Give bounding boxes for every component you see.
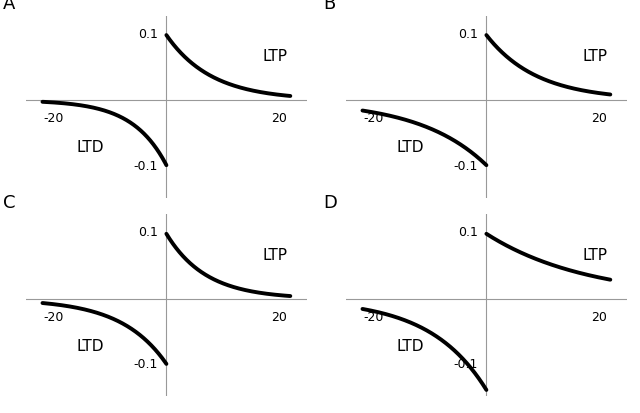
Text: -0.1: -0.1 (454, 358, 478, 370)
Text: LTP: LTP (582, 49, 607, 64)
Text: D: D (323, 193, 337, 211)
Text: -20: -20 (364, 310, 384, 323)
Text: LTP: LTP (262, 247, 287, 262)
Text: LTP: LTP (262, 49, 287, 64)
Text: 0.1: 0.1 (458, 28, 478, 40)
Text: LTD: LTD (76, 338, 104, 353)
Text: -0.1: -0.1 (454, 159, 478, 172)
Text: LTP: LTP (582, 247, 607, 262)
Text: A: A (3, 0, 15, 13)
Text: -20: -20 (44, 310, 64, 323)
Text: C: C (3, 193, 15, 211)
Text: 20: 20 (271, 112, 287, 125)
Text: -0.1: -0.1 (134, 358, 158, 370)
Text: 0.1: 0.1 (138, 28, 158, 40)
Text: 20: 20 (271, 310, 287, 323)
Text: B: B (323, 0, 335, 13)
Text: -20: -20 (364, 112, 384, 125)
Text: LTD: LTD (396, 140, 424, 155)
Text: 0.1: 0.1 (138, 226, 158, 239)
Text: -0.1: -0.1 (134, 159, 158, 172)
Text: LTD: LTD (396, 338, 424, 353)
Text: 20: 20 (591, 112, 607, 125)
Text: 20: 20 (591, 310, 607, 323)
Text: 0.1: 0.1 (458, 226, 478, 239)
Text: -20: -20 (44, 112, 64, 125)
Text: LTD: LTD (76, 140, 104, 155)
